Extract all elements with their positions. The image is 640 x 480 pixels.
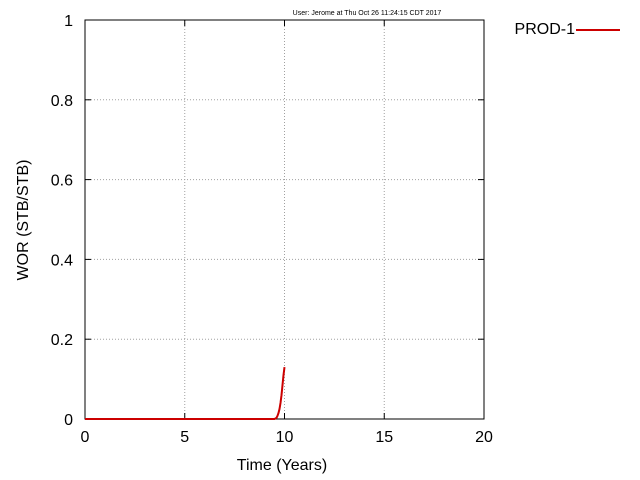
y-axis-title: WOR (STB/STB) (15, 160, 32, 281)
y-tick-label: 0.2 (51, 332, 73, 349)
y-tick-label: 0.8 (51, 93, 73, 110)
x-tick-label: 15 (375, 429, 393, 446)
y-tick-label: 0.4 (51, 252, 73, 269)
x-tick-label: 0 (81, 429, 90, 446)
x-tick-label: 10 (276, 429, 294, 446)
y-tick-label: 0 (64, 412, 73, 429)
legend-label: PROD-1 (515, 21, 576, 38)
x-tick-label: 5 (180, 429, 189, 446)
series-line-prod-1 (85, 366, 286, 420)
x-axis-title: Time (Years) (237, 457, 327, 474)
x-tick-label: 20 (475, 429, 493, 446)
axis-ticks: 0 5 10 15 20 0 0.2 0.4 0.6 0.8 1 (51, 13, 493, 446)
user-timestamp: User: Jerome at Thu Oct 26 11:24:15 CDT … (293, 10, 442, 17)
y-tick-label: 0.6 (51, 173, 73, 190)
grid (85, 20, 484, 419)
legend: PROD-1 (515, 21, 620, 38)
series-group (85, 366, 286, 420)
y-tick-label: 1 (64, 13, 73, 30)
